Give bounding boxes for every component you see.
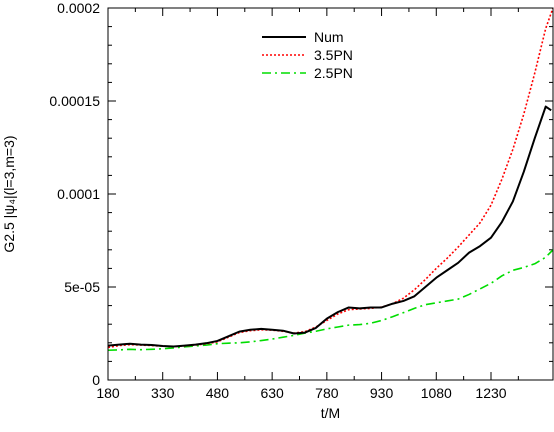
x-tick-label: 330 — [151, 385, 175, 401]
y-tick-label: 0.0002 — [57, 0, 100, 16]
x-tick-labels: 180 330 480 630 780 930 1080 1230 — [96, 385, 506, 401]
y-tick-label: 0.00015 — [49, 93, 100, 109]
legend: Num 3.5PN 2.5PN — [262, 29, 353, 81]
x-axis-title: t/M — [321, 405, 340, 421]
y-tick-labels: 0 5e-05 0.0001 0.00015 0.0002 — [49, 0, 100, 388]
y-tick-label: 5e-05 — [64, 279, 100, 295]
plot-series — [108, 8, 553, 352]
x-tick-label: 780 — [315, 385, 339, 401]
series-line-num — [108, 105, 552, 348]
x-tick-label: 180 — [96, 385, 120, 401]
legend-label: 3.5PN — [314, 47, 353, 63]
x-tick-label: 930 — [370, 385, 394, 401]
y-axis-title: G2.5 |ψ₄|(l=3,m=3) — [1, 135, 17, 252]
x-tick-label: 1080 — [421, 385, 452, 401]
legend-label: 2.5PN — [314, 65, 353, 81]
x-tick-label: 480 — [206, 385, 230, 401]
series-line-3-5pn — [108, 8, 553, 349]
x-tick-label: 1230 — [475, 385, 506, 401]
legend-label: Num — [314, 29, 344, 45]
tick-marks — [107, 7, 553, 381]
y-tick-label: 0.0001 — [57, 186, 100, 202]
x-tick-label: 630 — [260, 385, 284, 401]
series-line-2-5pn — [108, 249, 553, 352]
y-tick-label: 0 — [92, 372, 100, 388]
plot-frame — [107, 7, 554, 381]
